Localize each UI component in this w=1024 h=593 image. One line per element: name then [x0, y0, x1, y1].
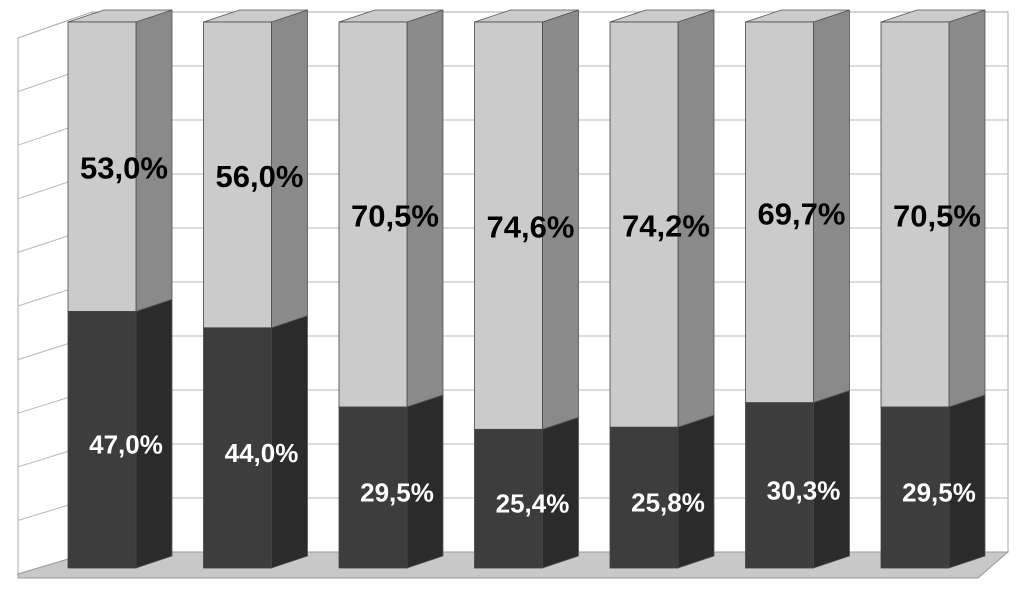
bars — [67, 9, 986, 569]
bar-segment-2-1 — [67, 9, 173, 312]
bar-front — [67, 21, 137, 312]
bar-front — [67, 310, 137, 569]
data-label-upper-6: 69,7% — [758, 196, 846, 231]
data-label-upper-1: 53,0% — [80, 151, 168, 186]
data-label-lower-6: 30,3% — [767, 475, 841, 505]
data-label-upper-3: 70,5% — [351, 198, 439, 233]
bar-segment-2-2 — [203, 9, 308, 329]
bar-front — [338, 21, 408, 408]
bar-front — [880, 21, 950, 408]
bar-segment-1-1 — [67, 298, 173, 569]
bar-front — [474, 428, 543, 569]
bar-segment-1-5 — [609, 414, 715, 569]
data-label-lower-5: 25,8% — [631, 488, 705, 518]
data-label-lower-4: 25,4% — [496, 489, 570, 519]
bar-segment-2-7 — [880, 9, 986, 408]
bar-front — [203, 327, 272, 569]
bar-segment-1-2 — [203, 315, 308, 569]
bar-segment-1-4 — [474, 416, 579, 569]
bar-segment-2-4 — [474, 9, 579, 430]
bar-front — [338, 406, 408, 569]
data-label-upper-7: 70,5% — [893, 198, 981, 233]
data-label-upper-5: 74,2% — [622, 209, 710, 244]
bar-front — [880, 406, 950, 569]
data-label-lower-1: 47,0% — [89, 430, 163, 460]
data-label-lower-3: 29,5% — [360, 477, 434, 507]
bar-segment-2-6 — [745, 9, 850, 404]
bar-front — [203, 21, 272, 329]
bar-front — [609, 21, 679, 428]
bar-front — [609, 426, 679, 569]
data-label-lower-7: 29,5% — [902, 477, 976, 507]
data-labels: 47,0% 53,0% 44,0% 56,0% 29,5% 70,5% 25,4% 74,6%… — [80, 151, 981, 519]
data-label-upper-4: 74,6% — [487, 210, 575, 245]
data-label-lower-2: 44,0% — [225, 438, 299, 468]
bar-segment-2-5 — [609, 9, 715, 428]
bar-segment-2-3 — [338, 9, 444, 408]
bar-front — [745, 21, 814, 403]
bar-segment-1-3 — [338, 394, 444, 569]
data-label-upper-2: 56,0% — [216, 159, 304, 194]
bar-segment-1-7 — [880, 394, 986, 569]
bar-segment-1-6 — [745, 390, 850, 569]
bar-front — [474, 21, 543, 430]
bar-front — [745, 402, 814, 569]
